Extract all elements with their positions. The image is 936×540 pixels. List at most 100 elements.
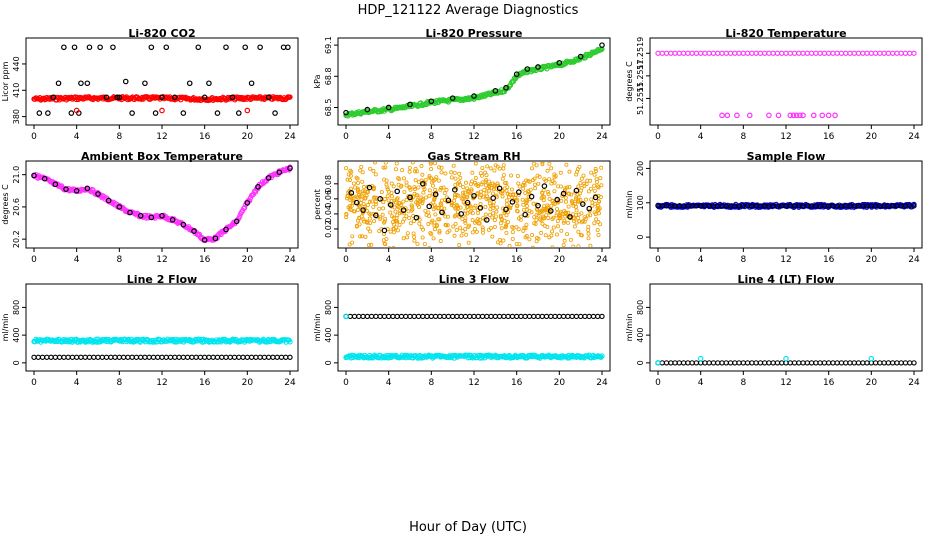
data-point [433,162,438,166]
data-point [558,184,563,189]
data-point [787,112,794,119]
data-point [493,255,496,258]
data-point [575,199,580,204]
data-point [552,175,557,180]
data-point [383,162,388,165]
data-point [95,191,101,197]
data-point [445,230,450,235]
data-point [800,50,806,56]
data-point [540,214,545,219]
x-tick-label: 12 [468,255,479,265]
data-point [885,50,892,56]
data-point [534,217,539,222]
data-point [521,207,526,212]
data-point [484,173,489,178]
data-point [817,50,823,56]
data-point [451,224,456,229]
data-point [436,178,441,183]
data-point [489,203,494,208]
data-point [236,110,242,116]
data-point [596,220,601,225]
data-point [461,185,466,190]
series-temperature-low [719,112,838,119]
data-point [541,198,546,203]
data-point [361,219,366,224]
data-point [529,166,534,171]
data-point [855,50,862,56]
data-point [369,242,374,247]
data-point [458,225,463,230]
data-point [445,199,450,204]
data-point [494,209,499,214]
data-point [504,198,509,203]
data-point [838,50,845,56]
data-point [383,242,388,247]
data-point [864,50,870,56]
data-point [122,78,129,85]
data-point [522,182,527,187]
data-point [501,206,506,211]
data-point [556,313,562,320]
data-point [449,175,454,180]
data-point [471,93,477,99]
data-point [148,214,155,221]
data-point [148,44,155,51]
data-point [548,313,554,320]
data-point [534,163,539,168]
data-point [195,44,202,51]
data-point [881,50,887,56]
data-point [56,354,63,360]
data-point [779,360,785,366]
data-point [573,204,578,209]
data-point [599,353,605,359]
data-point [486,179,491,184]
x-tick-label: 12 [156,378,167,388]
data-point [416,185,421,190]
y-tick-label: 51.2517 [636,59,645,92]
data-point [563,195,568,200]
data-point [569,313,575,320]
y-tick-label: 0.04 [324,205,333,223]
data-point [554,196,561,203]
x-tick-label: 0 [31,132,37,142]
data-point [383,165,388,170]
data-point [266,354,272,360]
series-line-4-spikes [655,355,875,366]
data-point [379,190,384,195]
data-point [142,354,148,360]
data-point [196,231,203,238]
data-point [515,203,520,208]
data-point [877,50,883,56]
data-point [810,112,817,119]
data-point [826,360,832,366]
data-point [422,180,427,185]
data-point [676,360,682,366]
data-point [551,225,556,230]
data-point [488,207,493,212]
data-point [287,339,293,345]
data-point [791,50,798,56]
data-point [526,313,533,320]
data-point [577,53,584,60]
data-point [197,354,204,360]
data-point [382,197,387,202]
data-point [529,249,532,252]
data-point [361,201,366,206]
data-point [452,170,457,175]
data-point [547,196,552,201]
data-point [385,185,390,190]
data-point [105,197,112,204]
data-point [479,193,484,198]
data-point [483,183,488,188]
data-point [442,206,447,211]
plot-area [343,313,605,361]
data-point [381,227,388,234]
data-point [432,313,439,320]
data-point [473,162,478,166]
data-point [411,218,416,223]
data-point [698,50,704,56]
data-point [242,205,248,211]
data-point [599,183,604,188]
data-point [757,50,764,56]
